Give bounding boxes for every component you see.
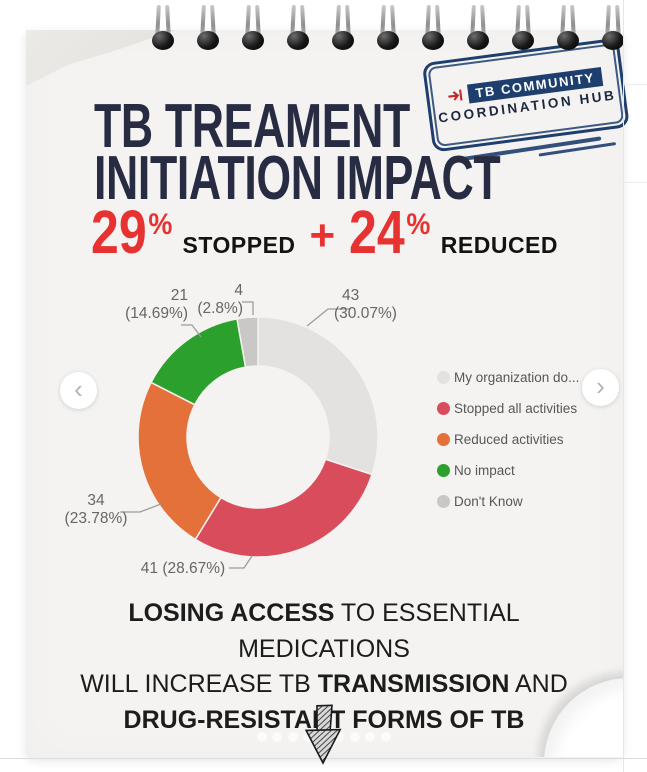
legend-label: Don't Know	[454, 494, 523, 509]
chevron-right-icon: ›	[596, 370, 605, 401]
slice-callout-stopped: 41 (28.67%)	[140, 560, 226, 577]
frame-right-border	[623, 0, 624, 772]
stat-value-stopped: 29	[90, 198, 147, 266]
statement-line1: LOSING ACCESS TO ESSENTIAL MEDICATIONS	[128, 599, 520, 663]
stat-percent-sign: %	[406, 208, 431, 241]
legend-label: My organization do...	[454, 370, 580, 385]
plus-sign: +	[309, 211, 336, 260]
legend-label: Stopped all activities	[454, 401, 578, 416]
tb-community-hub-stamp: TB COMMUNITY COORDINATION HUB	[421, 37, 632, 171]
carousel-dot	[287, 732, 298, 742]
spiral-ring	[512, 4, 534, 51]
frame-divider-line	[623, 182, 647, 183]
spiral-ring	[332, 4, 354, 51]
spiral-ring	[377, 4, 399, 51]
stat-word-stopped: STOPPED	[182, 232, 296, 258]
stamp-line1: TB COMMUNITY	[467, 66, 603, 103]
legend-item-2: Reduced activities	[437, 424, 579, 455]
carousel-dot	[303, 732, 313, 742]
carousel-dot	[256, 732, 267, 742]
down-arrow-sketch-icon	[304, 704, 342, 765]
carousel-prev-button[interactable]: ‹	[60, 372, 97, 409]
spiral-ring	[197, 4, 219, 51]
slice-callout-reduced: 34 (23.78%)	[64, 492, 128, 528]
spiral-ring	[557, 4, 579, 51]
page-curl	[528, 662, 623, 757]
stamp-border: TB COMMUNITY COORDINATION HUB	[421, 37, 630, 153]
stat-word-reduced: REDUCED	[440, 232, 559, 258]
legend-swatch-icon	[437, 464, 450, 477]
legend-swatch-icon	[437, 495, 450, 508]
carousel-dot	[380, 732, 391, 742]
legend-label: Reduced activities	[454, 432, 564, 447]
stat-value-reduced: 24	[349, 198, 405, 266]
stat-headline: 29% STOPPED +24% REDUCED	[26, 198, 623, 266]
page-title-line2: INITIATION IMPACT	[94, 144, 501, 214]
carousel-next-button[interactable]: ›	[582, 369, 619, 406]
frame-divider-line	[623, 84, 647, 85]
page-title: TB TREAMENT INITIATION IMPACT	[94, 92, 501, 214]
spiral-ring	[287, 4, 309, 51]
carousel-dot	[334, 732, 344, 742]
legend-label: No impact	[454, 463, 515, 478]
legend-item-0: My organization do...	[437, 362, 579, 393]
carousel-dot	[272, 732, 282, 742]
legend-swatch-icon	[437, 402, 450, 415]
page-title-line1: TB TREAMENT	[94, 92, 410, 161]
slice-callout-my-organization: 43 (30.07%)	[334, 287, 397, 323]
legend-item-3: No impact	[437, 455, 579, 486]
spiral-ring	[602, 4, 624, 51]
slice-callout-dont-know: 4 (2.8%)	[197, 282, 243, 318]
chart-legend: My organization do... Stopped all activit…	[437, 362, 579, 517]
spiral-ring	[467, 4, 489, 51]
legend-item-1: Stopped all activities	[437, 393, 579, 424]
chevron-left-icon: ‹	[74, 373, 83, 404]
spiral-ring	[422, 4, 444, 51]
spiral-ring	[242, 4, 264, 51]
carousel-dot	[365, 732, 375, 742]
statement-line2: WILL INCREASE TB TRANSMISSION AND	[80, 670, 568, 698]
legend-swatch-icon	[437, 433, 450, 446]
legend-swatch-icon	[437, 371, 450, 384]
stat-percent-sign: %	[148, 208, 173, 241]
carousel-dot	[349, 732, 360, 742]
legend-item-4: Don't Know	[437, 486, 579, 517]
spiral-ring	[152, 4, 174, 51]
